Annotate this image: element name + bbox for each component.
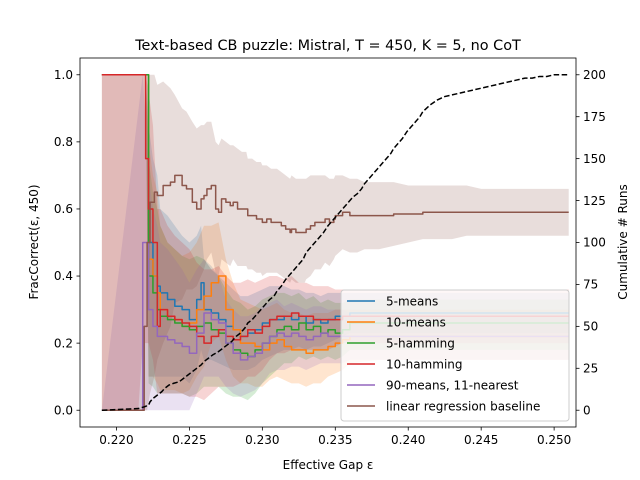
x-axis-title: Effective Gap ε <box>283 458 374 472</box>
legend-label-5-hamming: 5-hamming <box>386 336 455 350</box>
legend-label-5-means: 5-means <box>386 294 438 308</box>
x-tick-label: 0.220 <box>99 433 133 447</box>
y-tick-label: 0.0 <box>54 403 73 417</box>
y2-tick-label: 75 <box>583 278 598 292</box>
cumulative-runs-line <box>101 74 569 411</box>
legend: 5-means 10-means 5-hamming 10-hamming 90-mea… <box>340 289 570 422</box>
legend-label-10-means: 10-means <box>386 315 446 329</box>
x-tick-label: 0.250 <box>537 433 571 447</box>
cumulative-runs-line-group <box>101 74 569 411</box>
y2-tick-label: 125 <box>583 194 606 208</box>
y-tick-label: 0.8 <box>54 135 73 149</box>
series-lines <box>101 74 569 411</box>
legend-label-90-means-11-nearest: 90-means, 11-nearest <box>386 378 519 392</box>
series-line-linear-regression-baseline <box>101 174 569 411</box>
y2-tick-label: 0 <box>583 403 591 417</box>
chart-title: Text-based CB puzzle: Mistral, T = 450, … <box>134 38 521 54</box>
series-line-90-means-11-nearest <box>101 241 569 411</box>
y-tick-label: 0.4 <box>54 269 73 283</box>
legend-label-linear-regression-baseline: linear regression baseline <box>386 399 540 413</box>
x-tick-label: 0.225 <box>172 433 206 447</box>
y-tick-label: 1.0 <box>54 68 73 82</box>
y-axis-title: FracCorrect(ε, 450) <box>27 184 41 299</box>
y2-axis-title: Cumulative # Runs <box>616 184 630 299</box>
legend-label-10-hamming: 10-hamming <box>386 357 463 371</box>
x-axis-ticks: 0.220 0.225 0.230 0.235 0.240 0.245 0.250 <box>99 427 571 447</box>
y2-axis-ticks: 0 25 50 75 100 125 150 175 200 <box>576 68 606 417</box>
y2-tick-label: 200 <box>583 68 606 82</box>
y2-tick-label: 25 <box>583 361 598 375</box>
x-tick-label: 0.245 <box>464 433 498 447</box>
x-tick-label: 0.240 <box>391 433 425 447</box>
x-tick-label: 0.235 <box>318 433 352 447</box>
y2-tick-label: 175 <box>583 110 606 124</box>
legend-box <box>340 289 570 422</box>
y-axis-ticks: 0.0 0.2 0.4 0.6 0.8 1.0 <box>54 68 80 417</box>
y-tick-label: 0.2 <box>54 336 73 350</box>
y-tick-label: 0.6 <box>54 202 73 216</box>
y2-tick-label: 50 <box>583 320 598 334</box>
x-tick-label: 0.230 <box>245 433 279 447</box>
y2-tick-label: 150 <box>583 152 606 166</box>
band-linear-regression-baseline <box>101 74 569 411</box>
y2-tick-label: 100 <box>583 236 606 250</box>
series-line-10-hamming <box>101 74 569 344</box>
